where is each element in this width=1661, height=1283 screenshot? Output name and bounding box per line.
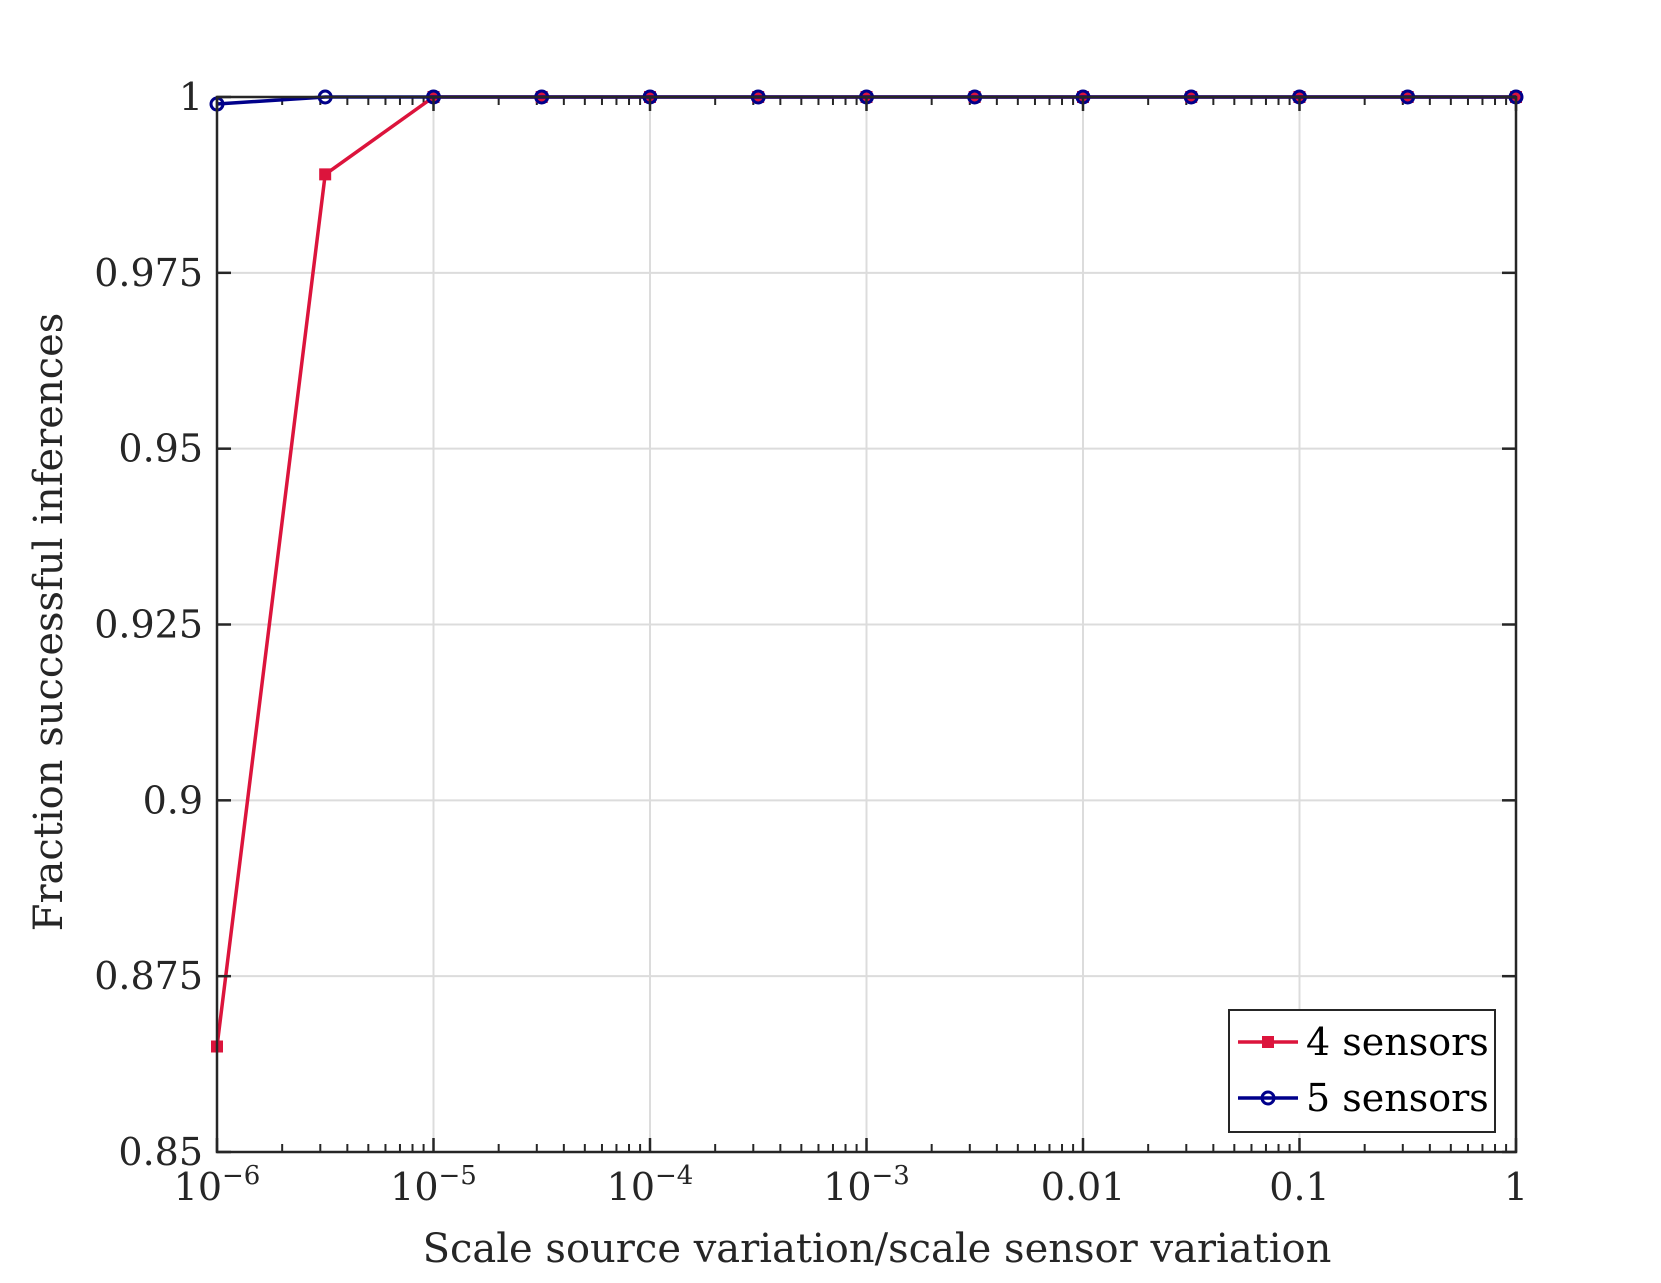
legend-label-5-sensors: 5 sensors	[1306, 1076, 1489, 1120]
legend-circle-marker	[1260, 1090, 1276, 1106]
y-tick-label: 0.975	[94, 251, 203, 295]
x-axis-ticks: 10−6 10−5 10−4 10−3 0.01 0.1 1	[174, 97, 1528, 1209]
legend-box	[1228, 1009, 1496, 1133]
y-axis-ticks: 0.85 0.875 0.9 0.925 0.95 0.975 1	[94, 75, 1516, 1174]
y-axis-label: Fraction successful inferences	[26, 313, 72, 932]
x-tick-label: 1	[1504, 1165, 1528, 1209]
y-tick-label: 0.95	[118, 427, 203, 471]
data-point-4-sensors	[319, 168, 332, 181]
legend-square-marker	[1262, 1036, 1274, 1048]
legend-item-4-sensors: 4 sensors	[1238, 1020, 1489, 1064]
x-tick-label: 0.1	[1269, 1165, 1329, 1209]
y-tick-label: 0.85	[118, 1130, 203, 1174]
legend-label-4-sensors: 4 sensors	[1306, 1020, 1489, 1064]
x-tick-label: 0.01	[1041, 1165, 1126, 1209]
legend-item-5-sensors: 5 sensors	[1238, 1076, 1489, 1120]
y-tick-label: 0.875	[94, 954, 203, 998]
legend: 4 sensors 5 sensors	[1228, 1009, 1496, 1133]
y-tick-label: 0.9	[143, 778, 203, 822]
y-tick-label: 0.925	[94, 603, 203, 647]
x-axis-label: Scale source variation/scale sensor vari…	[423, 1226, 1332, 1272]
y-tick-label: 1	[179, 75, 203, 119]
